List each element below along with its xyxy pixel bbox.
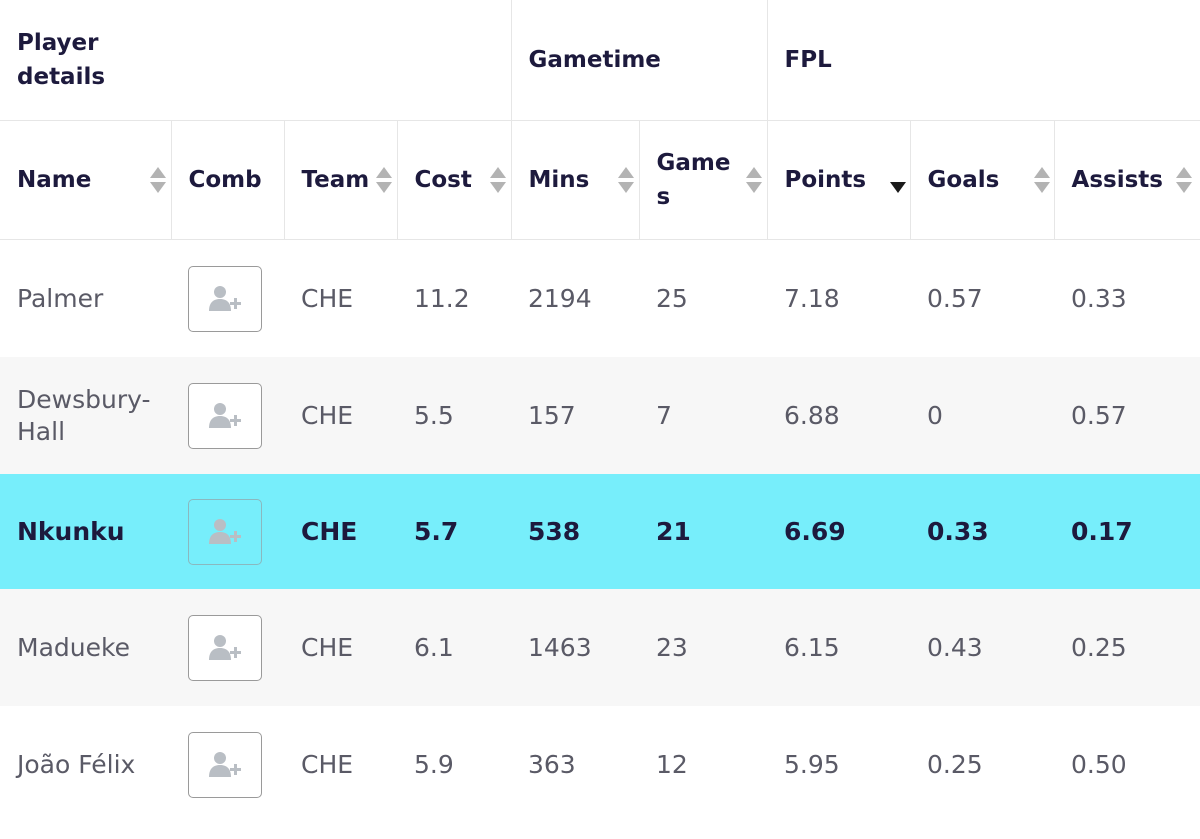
table-row[interactable]: Palmer CHE 11.2 2194 25 7.18 0.57 0.33 (0, 240, 1200, 358)
player-name[interactable]: Madueke (0, 589, 171, 706)
sort-icon[interactable] (375, 167, 392, 193)
add-user-icon (209, 634, 241, 660)
column-header-team[interactable]: Team (283, 120, 398, 240)
group-header-row: Player details Gametime FPL (0, 0, 1200, 121)
cost: 11.2 (414, 283, 470, 313)
column-header-mins[interactable]: Mins (510, 120, 640, 240)
points: 6.69 (767, 474, 911, 589)
assists: 0.57 (1054, 357, 1200, 474)
comb-cell (171, 357, 284, 474)
goals: 0.43 (910, 589, 1055, 706)
goals: 0 (910, 357, 1055, 474)
player-name[interactable]: Palmer (17, 283, 104, 313)
cost: 6.1 (397, 589, 511, 706)
column-header-name[interactable]: Name (0, 120, 172, 240)
add-user-icon (209, 751, 241, 777)
cost: 5.5 (397, 357, 511, 474)
mins: 2194 (528, 283, 592, 313)
games: 12 (656, 749, 688, 779)
table-row[interactable]: João Félix CHE 5.9 363 12 5.95 0.25 0.50 (0, 706, 1200, 823)
assists: 0.17 (1054, 474, 1200, 589)
team: CHE (301, 283, 354, 313)
add-user-icon (209, 518, 241, 544)
mins: 157 (511, 357, 639, 474)
column-header-assists[interactable]: Assists (1053, 120, 1200, 240)
team: CHE (284, 357, 397, 474)
sort-icon[interactable] (489, 167, 506, 193)
column-header-row: Name Comb Team Cost Mins Games (0, 120, 1200, 240)
add-to-comparison-button[interactable] (188, 731, 262, 798)
games: 7 (639, 357, 768, 474)
add-to-comparison-button[interactable] (188, 382, 262, 449)
goals: 0.25 (927, 749, 983, 779)
player-name[interactable]: Nkunku (0, 474, 171, 589)
games: 25 (656, 283, 688, 313)
column-header-points[interactable]: Points (766, 120, 911, 240)
goals: 0.57 (927, 283, 983, 313)
table-row[interactable]: Dewsbury-Hall CHE 5.5 157 7 6.88 0 0.57 (0, 357, 1200, 474)
group-player-details: Player details (0, 0, 512, 121)
games: 23 (639, 589, 768, 706)
games: 21 (639, 474, 768, 589)
sort-icon[interactable] (745, 167, 762, 193)
points: 7.18 (784, 283, 840, 313)
points: 5.95 (784, 749, 840, 779)
comb-cell (171, 706, 284, 823)
sort-icon[interactable] (1176, 167, 1193, 193)
goals: 0.33 (910, 474, 1055, 589)
team: CHE (284, 589, 397, 706)
player-name[interactable]: João Félix (17, 749, 136, 779)
team: CHE (284, 474, 397, 589)
points: 6.15 (767, 589, 911, 706)
column-header-cost[interactable]: Cost (396, 120, 512, 240)
sort-icon[interactable] (617, 167, 634, 193)
group-fpl: FPL (766, 0, 1200, 121)
group-gametime: Gametime (510, 0, 768, 121)
add-to-comparison-button[interactable] (188, 614, 262, 681)
cost: 5.9 (414, 749, 454, 779)
sort-desc-icon[interactable] (889, 167, 906, 193)
add-user-icon (209, 402, 241, 428)
assists: 0.33 (1071, 283, 1127, 313)
mins: 538 (511, 474, 639, 589)
table-row[interactable]: Nkunku CHE 5.7 538 21 6.69 0.33 0.17 (0, 474, 1200, 589)
column-header-comb: Comb (170, 120, 285, 240)
table-row[interactable]: Madueke CHE 6.1 1463 23 6.15 0.43 0.25 (0, 589, 1200, 706)
sort-icon[interactable] (1033, 167, 1050, 193)
points: 6.88 (767, 357, 911, 474)
cost: 5.7 (397, 474, 511, 589)
comb-cell (171, 589, 284, 706)
column-header-games[interactable]: Games (638, 120, 768, 240)
add-user-icon (209, 285, 241, 311)
mins: 1463 (511, 589, 639, 706)
mins: 363 (528, 749, 576, 779)
column-header-goals[interactable]: Goals (909, 120, 1055, 240)
team: CHE (301, 749, 354, 779)
add-to-comparison-button[interactable] (188, 265, 262, 332)
player-name[interactable]: Dewsbury-Hall (0, 357, 171, 474)
comb-cell (171, 474, 284, 589)
assists: 0.50 (1071, 749, 1127, 779)
assists: 0.25 (1054, 589, 1200, 706)
comb-cell (171, 240, 284, 358)
sort-icon[interactable] (149, 167, 166, 193)
add-to-comparison-button[interactable] (188, 498, 262, 565)
